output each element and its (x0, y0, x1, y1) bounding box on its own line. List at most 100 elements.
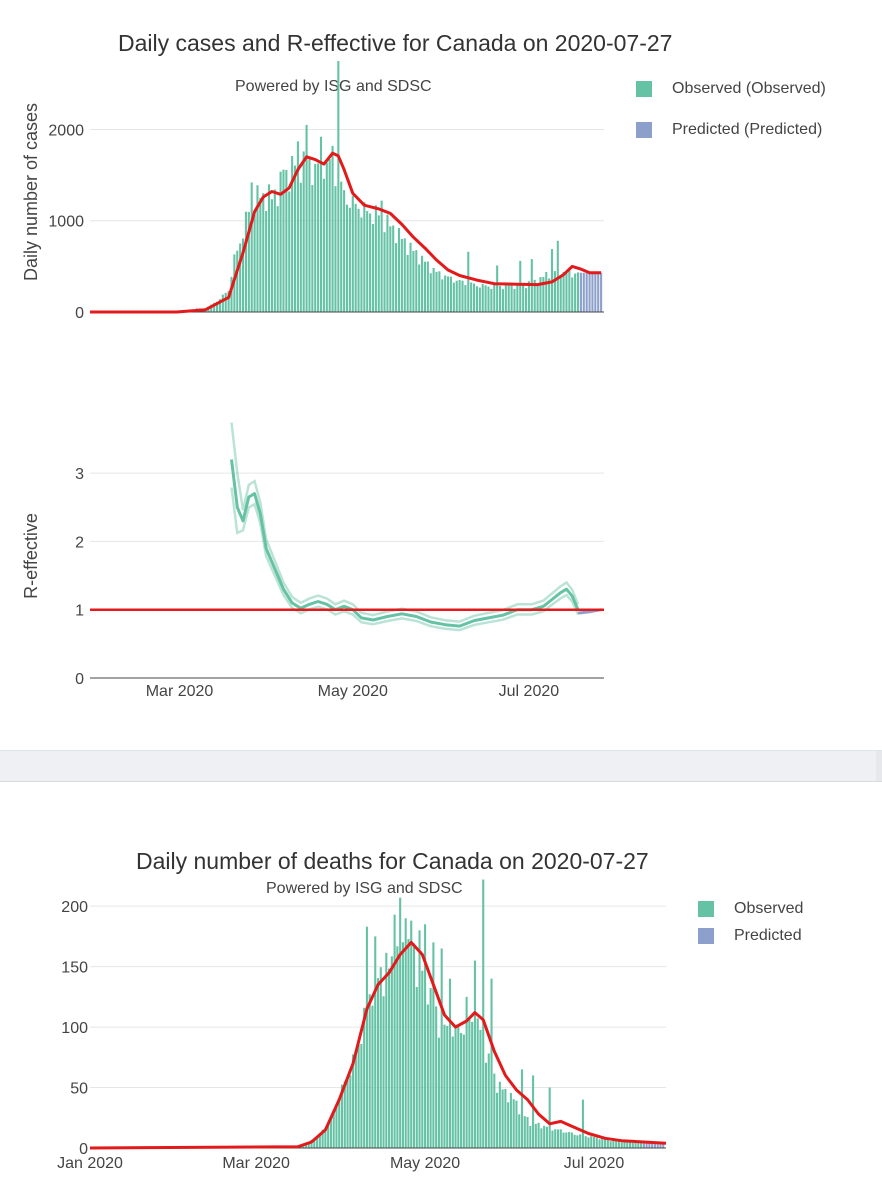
scrollbar[interactable] (876, 751, 882, 781)
cases-observed-bar (522, 283, 525, 312)
cases-observed-bar (331, 145, 334, 312)
cases-observed-bar (568, 270, 571, 312)
deaths-observed-bar (338, 1098, 341, 1148)
cases-observed-bar (444, 275, 447, 312)
cases-observed-bar (377, 215, 380, 312)
deaths-observed-bar (352, 1054, 355, 1148)
deaths-observed-bar (501, 1089, 504, 1148)
deaths-observed-bar (429, 988, 432, 1148)
deaths-observed-bar (365, 926, 368, 1148)
deaths-observed-bar (410, 920, 413, 1148)
cases-observed-bar (458, 279, 461, 312)
deaths-observed-bar (360, 1043, 363, 1148)
r-upper-bound (230, 422, 580, 623)
deaths-predicted-bar (656, 1143, 659, 1148)
cases-observed-bar (259, 197, 262, 312)
deaths-x-tick-label: Jul 2020 (564, 1155, 625, 1172)
deaths-observed-bar (465, 996, 468, 1148)
cases-observed-bar (542, 277, 545, 312)
deaths-observed-bar (316, 1135, 319, 1148)
deaths-observed-bar (426, 1004, 429, 1148)
cases-observed-bar (241, 238, 245, 312)
cases-observed-bar (441, 279, 444, 312)
deaths-observed-bar (628, 1141, 632, 1148)
cases-observed-bar (334, 186, 337, 312)
deaths-observed-bar (640, 1141, 643, 1148)
deaths-x-tick-label: Mar 2020 (222, 1155, 290, 1172)
legend-item-observed-deaths[interactable]: Observed (698, 900, 803, 918)
cases-observed-bar (406, 254, 409, 312)
deaths-observed-bar (590, 1136, 593, 1148)
cases-observed-bar (553, 271, 556, 312)
cases-and-r-panel: Daily cases and R-effective for Canada o… (21, 30, 826, 700)
deaths-observed-bar (346, 1078, 349, 1148)
cases-observed-bar (224, 292, 227, 312)
cases-observed-bar (293, 165, 297, 312)
deaths-observed-bar (584, 1136, 587, 1148)
cases-observed-bar (262, 193, 265, 312)
cases-observed-bar (213, 302, 216, 312)
cases-observed-bar (426, 261, 429, 312)
cases-observed-bar (576, 272, 580, 312)
deaths-chart-subtitle: Powered by ISG and SDSC (266, 880, 463, 897)
predicted-swatch (698, 928, 714, 944)
legend-label-predicted: Predicted (Predicted) (672, 121, 823, 138)
deaths-observed-bar (498, 1081, 501, 1148)
deaths-observed-bar (435, 1006, 438, 1148)
deaths-predicted-bar (659, 1143, 662, 1148)
deaths-observed-bar (385, 952, 388, 1148)
deaths-y-tick-label: 200 (61, 899, 88, 916)
deaths-observed-bar (565, 1132, 568, 1148)
cases-observed-bar (507, 285, 510, 312)
cases-observed-bar (565, 272, 568, 312)
deaths-observed-bar (327, 1123, 330, 1148)
deaths-observed-bar (437, 1037, 440, 1148)
cases-observed-bar (270, 199, 273, 312)
deaths-predicted-bar (645, 1143, 648, 1148)
legend-item-predicted[interactable]: Predicted (Predicted) (636, 121, 826, 139)
deaths-observed-bar (576, 1135, 579, 1148)
cases-observed-bar (374, 205, 377, 312)
cases-observed-bar (354, 203, 357, 312)
cases-observed-bar (371, 224, 375, 312)
deaths-observed-bar (540, 1128, 543, 1148)
cases-observed-bar (221, 294, 224, 312)
cases-observed-bar (369, 213, 372, 312)
r-x-tick-label: May 2020 (318, 683, 388, 700)
deaths-observed-bar (595, 1137, 598, 1148)
deaths-observed-bar (302, 1144, 305, 1148)
deaths-observed-bar (581, 1099, 584, 1148)
deaths-observed-bar (399, 897, 402, 1148)
deaths-observed-bar (418, 930, 421, 1148)
legend-item-observed[interactable]: Observed (Observed) (636, 80, 826, 98)
deaths-observed-bar (637, 1141, 640, 1148)
r-y-tick-label: 3 (75, 466, 84, 483)
cases-plot: Daily number of cases R-effective 0 1000 2… (21, 61, 604, 700)
deaths-observed-bar (471, 1021, 474, 1148)
deaths-observed-bar (598, 1139, 601, 1148)
cases-observed-bar (484, 285, 487, 312)
deaths-observed-bar (526, 1117, 529, 1148)
cases-predicted-bar (591, 272, 594, 312)
deaths-observed-bar (421, 970, 424, 1148)
deaths-observed-bar (573, 1134, 576, 1148)
cases-observed-bar (360, 217, 363, 312)
cases-observed-bar (397, 228, 401, 312)
deaths-observed-bar (515, 1100, 518, 1148)
deaths-observed-bar (371, 1005, 374, 1148)
deaths-fit-line (89, 940, 667, 1150)
r-lower-bound (230, 487, 580, 632)
cases-observed-bar (366, 211, 369, 312)
deaths-observed-bar (382, 996, 385, 1148)
cases-observed-bar (383, 232, 386, 312)
cases-observed-bar (548, 278, 551, 312)
r-y-tick-label: 1 (75, 603, 84, 620)
legend-item-predicted-deaths[interactable]: Predicted (698, 927, 803, 945)
cases-observed-bar (524, 288, 528, 312)
deaths-observed-bar (457, 1025, 460, 1148)
cases-observed-bar (504, 283, 507, 312)
deaths-observed-bar (609, 1141, 612, 1148)
cases-observed-bar (449, 276, 453, 312)
cases-observed-bar (467, 251, 470, 312)
cases-observed-bar (539, 277, 542, 312)
